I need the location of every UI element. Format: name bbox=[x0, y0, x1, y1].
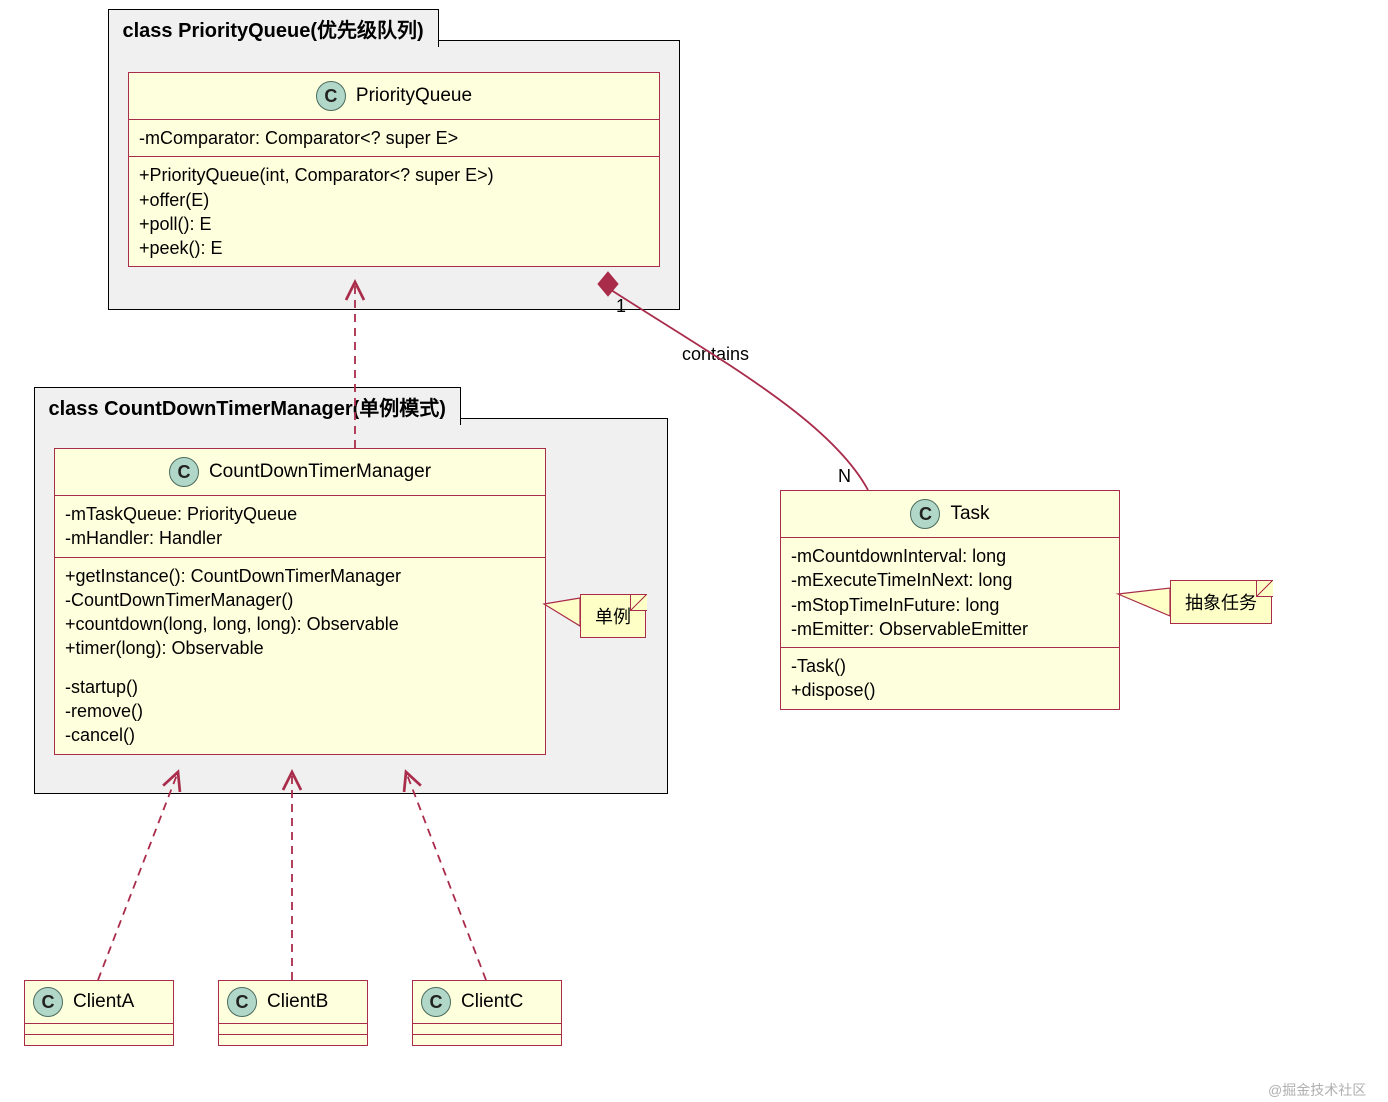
note-abstract-text: 抽象任务 bbox=[1185, 593, 1257, 613]
field: -mStopTimeInFuture: long bbox=[791, 593, 1109, 617]
note-link-abstract bbox=[1118, 588, 1170, 616]
class-priorityqueue-methods: +PriorityQueue(int, Comparator<? super E… bbox=[129, 157, 659, 266]
field: -mHandler: Handler bbox=[65, 526, 535, 550]
edge-clienta-to-manager bbox=[98, 772, 178, 980]
method: +timer(long): Observable bbox=[65, 636, 535, 660]
class-priorityqueue-fields: -mComparator: Comparator<? super E> bbox=[129, 120, 659, 157]
class-priorityqueue: C PriorityQueue -mComparator: Comparator… bbox=[128, 72, 660, 267]
method: +countdown(long, long, long): Observable bbox=[65, 612, 535, 636]
field: -mExecuteTimeInNext: long bbox=[791, 568, 1109, 592]
class-countdowntimermanager: C CountDownTimerManager -mTaskQueue: Pri… bbox=[54, 448, 546, 755]
method: +poll(): E bbox=[139, 212, 649, 236]
edge-label-contains: contains bbox=[682, 344, 749, 365]
method: +peek(): E bbox=[139, 236, 649, 260]
method: -CountDownTimerManager() bbox=[65, 588, 535, 612]
class-task-name: Task bbox=[950, 503, 989, 525]
note-singleton: 单例 bbox=[580, 594, 646, 638]
class-icon: C bbox=[910, 499, 940, 529]
class-icon: C bbox=[227, 987, 257, 1017]
package-priorityqueue-title: class PriorityQueue(优先级队列) bbox=[108, 9, 439, 47]
field: -mCountdownInterval: long bbox=[791, 544, 1109, 568]
edge-label-mult-from: 1 bbox=[616, 296, 626, 317]
class-icon: C bbox=[33, 987, 63, 1017]
method: -startup() bbox=[65, 675, 535, 699]
package-countdowntimermanager-title: class CountDownTimerManager(单例模式) bbox=[34, 387, 461, 425]
method: +offer(E) bbox=[139, 188, 649, 212]
class-icon: C bbox=[421, 987, 451, 1017]
class-clientc-name: ClientC bbox=[461, 991, 523, 1013]
class-clientc: C ClientC bbox=[412, 980, 562, 1046]
class-manager-fields: -mTaskQueue: PriorityQueue -mHandler: Ha… bbox=[55, 496, 545, 558]
class-priorityqueue-name: PriorityQueue bbox=[356, 85, 472, 107]
method: -cancel() bbox=[65, 723, 535, 747]
class-icon: C bbox=[169, 457, 199, 487]
class-manager-name: CountDownTimerManager bbox=[209, 461, 431, 483]
field: -mComparator: Comparator<? super E> bbox=[139, 126, 649, 150]
class-clientb-name: ClientB bbox=[267, 991, 328, 1013]
class-manager-methods: +getInstance(): CountDownTimerManager -C… bbox=[55, 558, 545, 754]
class-clientb: C ClientB bbox=[218, 980, 368, 1046]
class-clienta: C ClientA bbox=[24, 980, 174, 1046]
class-icon: C bbox=[316, 81, 346, 111]
note-abstract: 抽象任务 bbox=[1170, 580, 1272, 624]
class-task: C Task -mCountdownInterval: long -mExecu… bbox=[780, 490, 1120, 710]
field: -mTaskQueue: PriorityQueue bbox=[65, 502, 535, 526]
method: -Task() bbox=[791, 654, 1109, 678]
note-singleton-text: 单例 bbox=[595, 607, 631, 627]
edge-label-mult-to: N bbox=[838, 466, 851, 487]
method: -remove() bbox=[65, 699, 535, 723]
class-task-fields: -mCountdownInterval: long -mExecuteTimeI… bbox=[781, 538, 1119, 648]
class-task-methods: -Task() +dispose() bbox=[781, 648, 1119, 709]
class-clienta-name: ClientA bbox=[73, 991, 134, 1013]
method: +dispose() bbox=[791, 678, 1109, 702]
method: +PriorityQueue(int, Comparator<? super E… bbox=[139, 163, 649, 187]
field: -mEmitter: ObservableEmitter bbox=[791, 617, 1109, 641]
method: +getInstance(): CountDownTimerManager bbox=[65, 564, 535, 588]
watermark: @掘金技术社区 bbox=[1268, 1080, 1366, 1100]
edge-clientc-to-manager bbox=[406, 772, 486, 980]
